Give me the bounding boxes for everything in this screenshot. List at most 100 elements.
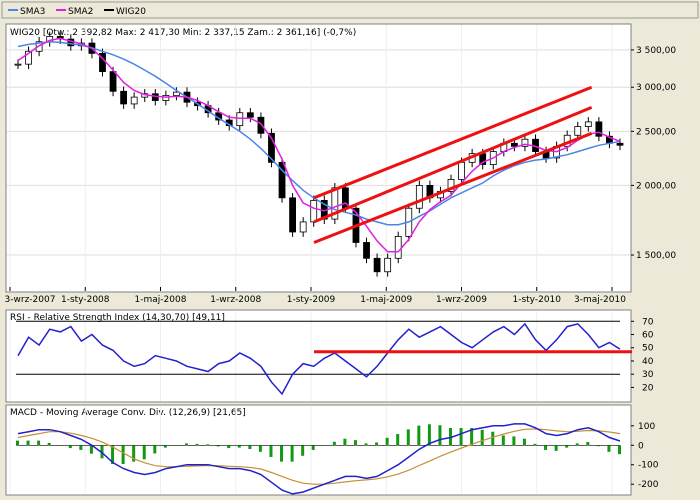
macd-tick-label-0: -200 xyxy=(638,480,659,490)
macd-histogram-bar-28 xyxy=(311,445,315,450)
macd-histogram-bar-3 xyxy=(47,442,51,446)
x-tick-label-3: 1-wrz-2008 xyxy=(210,295,261,305)
macd-histogram-bar-39 xyxy=(427,424,431,446)
sma3-line xyxy=(17,40,621,226)
candle-body-41 xyxy=(447,179,455,192)
candle-body-42 xyxy=(458,161,465,180)
legend-items: SMA3 SMA2 WIG20 xyxy=(8,7,146,17)
macd-panel-title: MACD - Moving Average Conv. Div. (12,26,… xyxy=(10,408,246,418)
price-tick-label-1: 2 000,00 xyxy=(636,181,676,191)
candle-body-14 xyxy=(162,95,170,101)
price-tick-label-3: 3 000,00 xyxy=(636,83,676,93)
candle-body-27 xyxy=(299,221,307,233)
macd-histogram-bar-7 xyxy=(89,445,93,454)
macd-histogram-bar-19 xyxy=(216,445,220,447)
candle-body-57 xyxy=(616,142,624,146)
legend-label-1: SMA2 xyxy=(68,7,93,17)
macd-histogram-bar-41 xyxy=(449,427,453,446)
rsi-panel-title: RSI - Relative Strength Index (14,30,70)… xyxy=(10,313,225,323)
candle-body-55 xyxy=(595,121,603,137)
rsi-panel: RSI - Relative Strength Index (14,30,70)… xyxy=(5,309,654,403)
macd-histogram-bar-27 xyxy=(301,445,305,456)
macd-panel-frame[interactable] xyxy=(5,404,632,496)
candle-body-24 xyxy=(268,132,275,163)
rsi-tick-label-3: 50 xyxy=(642,344,654,354)
macd-histogram-bar-13 xyxy=(153,445,157,454)
macd-histogram-bar-22 xyxy=(248,445,252,450)
macd-histogram-bar-17 xyxy=(195,443,199,446)
candle-body-47 xyxy=(510,142,518,147)
macd-histogram-bar-14 xyxy=(163,445,167,448)
price-panel-title: WIG20 [Otw.: 2 392,82 Max: 2 417,30 Min:… xyxy=(10,28,356,38)
candle-body-30 xyxy=(331,187,339,220)
macd-histogram-bar-0 xyxy=(16,440,19,446)
macd-histogram-bar-20 xyxy=(227,445,231,449)
macd-histogram-bar-5 xyxy=(68,445,72,449)
candle-body-53 xyxy=(574,126,582,136)
macd-histogram-bar-37 xyxy=(406,429,410,446)
legend-bar-frame xyxy=(1,1,699,19)
macd-histogram-bar-35 xyxy=(385,437,389,446)
macd-histogram-bar-48 xyxy=(522,438,526,446)
macd-histogram-bar-26 xyxy=(290,445,294,462)
macd-histogram-bar-11 xyxy=(132,445,136,462)
candle-body-38 xyxy=(415,184,423,209)
trend-channel-line-2 xyxy=(313,131,593,244)
x-tick-label-7: 1-sty-2010 xyxy=(512,295,561,305)
macd-histogram-bar-55 xyxy=(596,445,600,447)
macd-tick-label-3: 100 xyxy=(638,422,655,432)
price-tick-label-4: 3 500,00 xyxy=(636,46,676,56)
candle-body-0 xyxy=(14,63,22,66)
macd-histogram-bar-12 xyxy=(142,445,146,460)
rsi-tick-label-0: 20 xyxy=(642,383,654,393)
rsi-tick-label-1: 30 xyxy=(642,370,654,380)
price-marks xyxy=(14,31,624,277)
macd-histogram-bar-40 xyxy=(438,425,442,446)
macd-histogram-bar-47 xyxy=(512,436,516,446)
candle-body-35 xyxy=(384,257,392,273)
macd-histogram-bar-2 xyxy=(37,440,41,446)
candle-body-9 xyxy=(109,71,117,92)
macd-line xyxy=(17,423,621,495)
macd-histogram-bar-45 xyxy=(491,431,495,446)
macd-histogram-bar-10 xyxy=(121,445,125,464)
rsi-line xyxy=(17,322,621,396)
rsi-tick-label-4: 60 xyxy=(642,331,654,341)
macd-histogram-bar-42 xyxy=(459,427,463,446)
macd-histogram-bar-44 xyxy=(480,429,484,446)
macd-histogram-bar-52 xyxy=(565,445,569,448)
candle-body-26 xyxy=(289,197,296,233)
macd-histogram-bar-49 xyxy=(533,443,537,446)
legend-label-0: SMA3 xyxy=(20,7,45,17)
time-x-axis: 3-wrz-2007 1-sty-2008 1-maj-2008 1-wrz-2008… xyxy=(5,287,626,305)
macd-histogram-bar-57 xyxy=(618,445,621,455)
macd-tick-label-1: -100 xyxy=(638,461,659,471)
price-tick-label-0: 1 500,00 xyxy=(636,251,676,261)
macd-histogram-bar-1 xyxy=(26,440,30,446)
macd-histogram-bar-6 xyxy=(79,445,83,450)
macd-histogram-bar-32 xyxy=(353,440,357,446)
rsi-panel-frame[interactable] xyxy=(5,309,632,403)
x-tick-label-0: 3-wrz-2007 xyxy=(5,295,56,305)
candle-body-10 xyxy=(120,90,128,105)
candle-body-21 xyxy=(236,112,244,127)
macd-histogram-bar-21 xyxy=(237,445,241,448)
candle-body-15 xyxy=(173,91,180,96)
macd-histogram-bar-53 xyxy=(575,443,579,446)
macd-histogram-bar-23 xyxy=(258,445,262,452)
trend-channel-line-1 xyxy=(313,106,593,224)
macd-histogram-bar-30 xyxy=(332,441,336,446)
trend-channel-line-0 xyxy=(313,85,593,200)
candle-body-11 xyxy=(130,96,138,105)
candle-body-22 xyxy=(246,112,254,118)
macd-histogram-bar-33 xyxy=(364,443,368,446)
macd-histogram-bar-16 xyxy=(184,443,188,446)
macd-histogram-bar-38 xyxy=(417,425,421,446)
macd-panel: MACD - Moving Average Conv. Div. (12,26,… xyxy=(5,404,659,496)
macd-histogram-bar-24 xyxy=(269,445,273,457)
sma2-line xyxy=(17,37,621,253)
macd-histogram-bar-50 xyxy=(544,445,548,450)
macd-histogram-bar-15 xyxy=(174,445,178,446)
